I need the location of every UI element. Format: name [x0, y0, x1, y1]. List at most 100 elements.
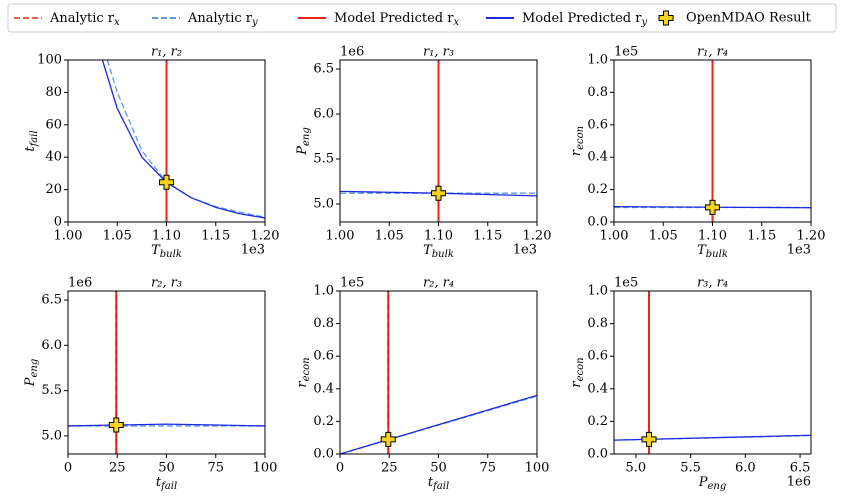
- y-tick-label: 40: [45, 150, 62, 165]
- legend-label-main: Model Predicted r: [334, 11, 454, 26]
- y-tick-label: 5.0: [41, 428, 62, 443]
- y-axis-label-main: r: [295, 381, 310, 388]
- legend-label: Analytic rx: [49, 11, 120, 28]
- y-axis-label: tfail: [23, 130, 40, 151]
- series-line: [68, 423, 265, 427]
- x-tick-label: 25: [381, 461, 398, 476]
- result-marker: [159, 174, 174, 190]
- x-tick-label: 1.20: [251, 229, 280, 244]
- result-marker: [380, 431, 396, 447]
- legend-label-sub: x: [453, 17, 459, 28]
- y-axis-label-main: r: [569, 381, 584, 388]
- panel-title: r₁, r₂: [151, 45, 182, 60]
- result-marker: [431, 185, 446, 201]
- panel-title: r₃, r₄: [697, 276, 728, 291]
- x-axis-label-main: t: [156, 475, 162, 490]
- axes-frame: [339, 290, 538, 455]
- y-tick-label: 0.4: [587, 150, 608, 165]
- y-axis-label-sub: eng: [301, 127, 312, 146]
- y-axis-label-sub: econ: [575, 357, 586, 381]
- legend-label-main: Model Predicted r: [522, 11, 642, 26]
- panel-title: r₂, r₃: [151, 276, 182, 291]
- x-tick-label: 1.05: [103, 229, 132, 244]
- y-tick-label: 5.5: [313, 152, 334, 167]
- panel-title: r₂, r₄: [423, 276, 454, 291]
- plot-area: [340, 291, 537, 454]
- x-tick-label: 100: [525, 461, 550, 476]
- x-tick-label: 1.05: [649, 229, 678, 244]
- legend-label-main: Analytic r: [187, 11, 253, 26]
- x-tick-label: 50: [158, 461, 175, 476]
- x-axis-label: tfail: [428, 475, 449, 492]
- x-tick-label: 5.5: [680, 461, 701, 476]
- y-axis-label-main: t: [23, 146, 38, 152]
- x-tick-label: 0: [64, 461, 72, 476]
- panel-title: r₁, r₄: [697, 45, 728, 60]
- x-axis-label: Tbulk: [151, 243, 182, 260]
- x-axis-label-sub: eng: [707, 481, 726, 492]
- y-offset: 1e5: [340, 276, 364, 291]
- series-line: [340, 394, 537, 454]
- y-tick-label: 60: [45, 117, 62, 132]
- y-tick-label: 1.0: [587, 53, 608, 68]
- y-tick-label: 0.6: [313, 349, 334, 364]
- result-marker: [641, 431, 657, 447]
- x-tick-label: 1.00: [600, 229, 629, 244]
- x-tick-label: 1.15: [201, 229, 230, 244]
- y-axis-label: recon: [569, 357, 586, 387]
- x-axis-label: tfail: [156, 475, 177, 492]
- x-offset: 1e3: [241, 243, 265, 258]
- y-tick-label: 6.0: [41, 338, 62, 353]
- x-axis-label-sub: bulk: [432, 249, 454, 260]
- x-tick-label: 1.10: [152, 229, 181, 244]
- y-tick-label: 0.4: [313, 381, 334, 396]
- y-axis-label: recon: [295, 357, 312, 387]
- legend-label: OpenMDAO Result: [686, 11, 812, 26]
- x-axis-label-main: T: [151, 243, 161, 258]
- panel-title: r₁, r₃: [423, 45, 454, 60]
- y-axis-label-main: r: [569, 149, 584, 156]
- y-tick-label: 0.8: [587, 85, 608, 100]
- x-tick-label: 1.15: [473, 229, 502, 244]
- y-tick-label: 6.5: [313, 62, 334, 77]
- legend-label: Analytic ry: [187, 11, 258, 28]
- y-tick-label: 0.8: [587, 316, 608, 331]
- x-tick-label: 75: [207, 461, 224, 476]
- y-axis-label-sub: eng: [29, 359, 40, 378]
- y-tick-label: 1.0: [587, 284, 608, 299]
- y-tick-label: 80: [45, 85, 62, 100]
- y-tick-label: 0.8: [313, 316, 334, 331]
- x-axis-label-main: T: [423, 243, 433, 258]
- result-marker: [108, 417, 124, 433]
- y-axis-label: Peng: [295, 127, 312, 156]
- legend-label-sub: y: [640, 17, 647, 28]
- y-tick-label: 0.6: [587, 349, 608, 364]
- x-tick-label: 1.10: [698, 229, 727, 244]
- x-tick-label: 6.0: [735, 461, 756, 476]
- x-axis-label-sub: bulk: [160, 249, 182, 260]
- x-tick-label: 5.0: [626, 461, 647, 476]
- y-tick-label: 100: [37, 53, 62, 68]
- x-tick-label: 1.15: [747, 229, 776, 244]
- y-offset: 1e6: [68, 276, 92, 291]
- x-tick-label: 1.00: [54, 229, 83, 244]
- x-tick-label: 1.05: [375, 229, 404, 244]
- y-tick-label: 6.0: [313, 107, 334, 122]
- y-axis-label-main: P: [295, 146, 310, 156]
- y-tick-label: 0.0: [313, 447, 334, 462]
- series-line: [101, 60, 265, 219]
- legend-box: [7, 3, 837, 33]
- y-offset: 1e5: [614, 276, 638, 291]
- x-tick-label: 1.10: [424, 229, 453, 244]
- plot-area: [614, 60, 811, 222]
- legend-marker: [658, 10, 674, 26]
- x-offset: 1e3: [513, 243, 537, 258]
- result-marker: [705, 199, 720, 215]
- x-tick-label: 100: [253, 461, 278, 476]
- legend-label: Model Predicted ry: [522, 11, 647, 28]
- y-tick-label: 5.5: [41, 383, 62, 398]
- y-tick-label: 0.6: [587, 117, 608, 132]
- x-axis-label: Peng: [698, 475, 727, 492]
- y-tick-label: 0.2: [587, 182, 608, 197]
- y-tick-label: 20: [45, 182, 62, 197]
